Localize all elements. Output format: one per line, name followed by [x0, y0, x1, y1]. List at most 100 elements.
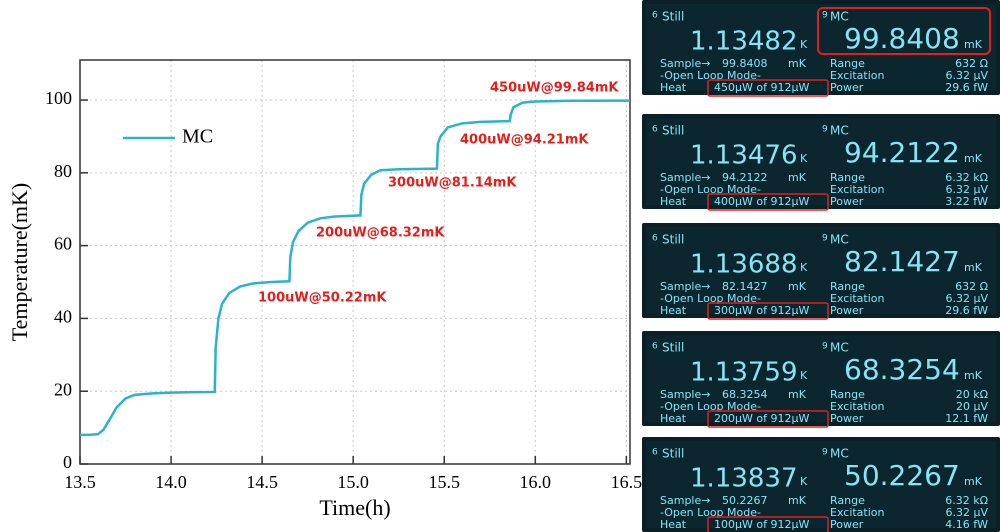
range-value: 6.32 kΩ — [945, 494, 988, 507]
heat-value: 200µW of 912µW — [714, 412, 809, 425]
mc-ch: 9 — [822, 448, 828, 458]
sample-unit: mK — [788, 57, 807, 70]
excitation-label: Excitation — [830, 506, 885, 519]
mode: -Open Loop Mode- — [660, 183, 761, 196]
sample-label: Sample→ — [660, 388, 710, 401]
mc-value: 82.1427 — [844, 245, 960, 278]
mc-ch: 9 — [822, 234, 828, 244]
mc-highlight — [817, 7, 991, 55]
range-label: Range — [830, 280, 865, 293]
y-tick-label: 60 — [54, 234, 72, 254]
annotation: 450uW@99.84mK — [490, 81, 619, 96]
heat-highlight — [707, 79, 829, 97]
mc-value: 99.8408 — [844, 22, 960, 55]
mc-unit: mK — [964, 475, 983, 488]
still-ch: 6 — [652, 11, 658, 21]
power-value: 12.1 fW — [945, 412, 988, 425]
excitation-label: Excitation — [830, 183, 885, 196]
sample-unit: mK — [788, 494, 807, 507]
heat-value: 300µW of 912µW — [714, 304, 809, 317]
still-unit: K — [800, 369, 808, 382]
legend-label: MC — [182, 126, 213, 148]
excitation-label: Excitation — [830, 292, 885, 305]
mc-label: MC — [830, 341, 849, 355]
range-value: 632 Ω — [955, 280, 988, 293]
annotation: 100uW@50.22mK — [258, 291, 387, 306]
mc-unit: mK — [964, 38, 983, 51]
heat-label: Heat — [660, 412, 687, 425]
still-ch: 6 — [652, 342, 658, 352]
mode: -Open Loop Mode- — [660, 400, 761, 413]
mc-ch: 9 — [822, 125, 828, 135]
mc-unit: mK — [964, 152, 983, 165]
heat-highlight — [707, 302, 829, 320]
excitation-value: 6.32 µV — [945, 506, 988, 519]
heat-highlight — [707, 516, 829, 532]
mc-unit: mK — [964, 369, 983, 382]
still-label: Still — [662, 124, 684, 138]
y-tick-label: 40 — [54, 307, 72, 327]
sample-value: 99.8408 — [722, 57, 768, 70]
excitation-label: Excitation — [830, 69, 885, 82]
excitation-value: 6.32 µV — [945, 292, 988, 305]
sample-value: 68.3254 — [722, 388, 768, 401]
still-label: Still — [662, 341, 684, 355]
y-tick-label: 20 — [54, 379, 72, 399]
panel-glow — [646, 227, 996, 314]
mc-unit: mK — [964, 261, 983, 274]
heat-value: 400µW of 912µW — [714, 195, 809, 208]
annotation: 300uW@81.14mK — [388, 176, 517, 191]
x-tick-label: 15.0 — [337, 472, 369, 492]
still-value: 1.13837 — [690, 464, 798, 494]
data-line — [80, 99, 631, 437]
mc-value: 68.3254 — [844, 353, 960, 386]
panel-glow — [646, 4, 996, 91]
panel-glow — [646, 118, 996, 205]
range-value: 6.32 kΩ — [945, 171, 988, 184]
power-label: Power — [830, 518, 864, 531]
range-label: Range — [830, 388, 865, 401]
power-value: 29.6 fW — [945, 81, 988, 94]
range-value: 20 kΩ — [956, 388, 988, 401]
panel-glow — [646, 441, 996, 528]
sample-value: 94.2122 — [722, 171, 768, 184]
still-unit: K — [800, 38, 808, 51]
mc-ch: 9 — [822, 342, 828, 352]
mc-label: MC — [830, 10, 849, 24]
mc-ch: 9 — [822, 11, 828, 21]
still-ch: 6 — [652, 234, 658, 244]
still-value: 1.13759 — [690, 358, 798, 388]
still-ch: 6 — [652, 448, 658, 458]
x-axis-label: Time(h) — [319, 495, 390, 520]
still-label: Still — [662, 10, 684, 24]
heat-label: Heat — [660, 81, 687, 94]
power-value: 29.6 fW — [945, 304, 988, 317]
still-value: 1.13688 — [690, 250, 798, 280]
sample-unit: mK — [788, 388, 807, 401]
plot-frame — [79, 59, 631, 465]
excitation-value: 20 µV — [956, 400, 988, 413]
annotation: 400uW@94.21mK — [460, 133, 589, 148]
still-label: Still — [662, 447, 684, 461]
power-value: 3.22 fW — [945, 195, 988, 208]
heat-label: Heat — [660, 195, 687, 208]
x-tick-label: 13.5 — [64, 472, 96, 492]
mc-value: 50.2267 — [844, 459, 960, 492]
sample-label: Sample→ — [660, 280, 710, 293]
x-tick-label: 14.0 — [155, 472, 187, 492]
sample-label: Sample→ — [660, 171, 710, 184]
power-label: Power — [830, 304, 864, 317]
still-value: 1.13482 — [690, 27, 798, 57]
sample-value: 50.2267 — [722, 494, 768, 507]
power-label: Power — [830, 412, 864, 425]
excitation-label: Excitation — [830, 400, 885, 413]
still-unit: K — [800, 261, 808, 274]
range-label: Range — [830, 494, 865, 507]
sample-unit: mK — [788, 280, 807, 293]
heat-label: Heat — [660, 304, 687, 317]
